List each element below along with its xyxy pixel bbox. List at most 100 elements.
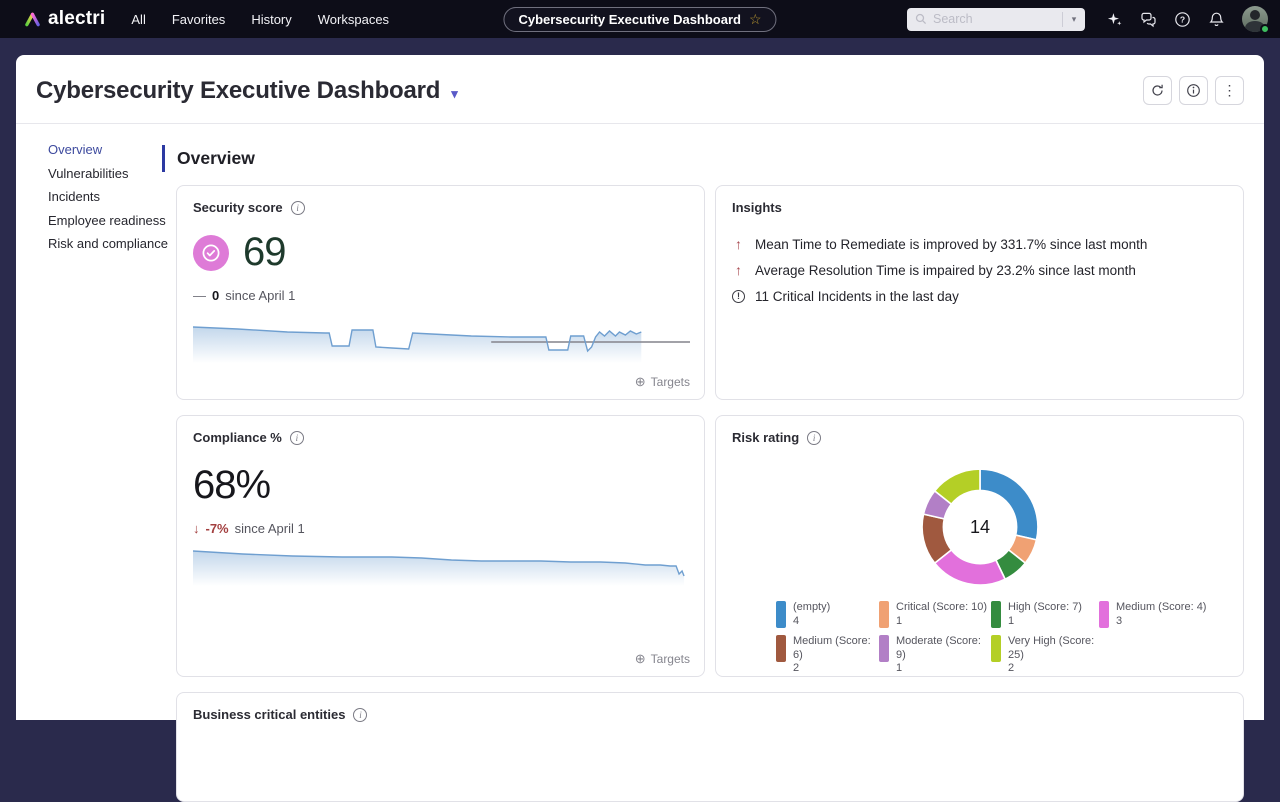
info-icon[interactable]: i [353,707,368,722]
targets-link[interactable]: ⊕ Targets [635,651,690,667]
search-icon [915,13,927,25]
header-divider [16,123,1264,124]
compliance-card: Compliance % i 68% ↓ -7% since April 1 ⊕… [176,415,705,677]
legend-count: 3 [1116,614,1123,627]
online-status-dot [1260,24,1270,34]
card-title: Compliance % [193,430,282,445]
sidebar-item-overview[interactable]: Overview [48,142,103,157]
title-dropdown-caret-icon[interactable]: ▾ [451,85,458,101]
business-critical-entities-card: Business critical entities i [176,692,1244,802]
sidebar-item-incidents[interactable]: Incidents [48,189,101,204]
sidebar-item-vulnerabilities[interactable]: Vulnerabilities [48,165,129,181]
arrow-down-icon: ↓ [193,521,200,536]
user-avatar[interactable] [1242,6,1270,34]
delta-suffix: since April 1 [225,288,296,303]
compliance-sparkline[interactable] [193,544,690,586]
info-button[interactable] [1179,76,1208,105]
legend-count: 4 [793,614,800,627]
card-title: Business critical entities [193,707,346,722]
score-status-badge [193,234,229,271]
app-logo[interactable]: alectri [24,8,105,30]
insight-text: Mean Time to Remediate is improved by 33… [755,236,1148,252]
dashboard-switcher-pill[interactable]: Cybersecurity Executive Dashboard ☆ [503,6,777,32]
card-title: Security score [193,200,283,215]
sidebar-item-employee-readiness[interactable]: Employee readiness [48,212,166,228]
alectri-logo-icon [25,12,40,26]
delta-suffix: since April 1 [234,521,305,536]
insight-item[interactable]: ↑ Mean Time to Remediate is improved by … [732,231,1227,257]
legend-item[interactable]: (empty) 4 [776,601,879,628]
chevron-down-icon: ▾ [1071,13,1077,24]
legend-item[interactable]: High (Score: 7) 1 [991,601,1099,628]
donut-chart[interactable] [919,466,1041,588]
svg-text:?: ? [1180,14,1185,24]
search-input[interactable]: Search ▾ [907,7,1085,31]
targets-link[interactable]: ⊕ Targets [635,374,690,390]
legend-item[interactable]: Medium (Score: 6) 2 [776,635,879,676]
legend-label: (empty) [793,601,831,613]
info-icon[interactable]: i [807,430,822,445]
info-icon[interactable]: i [290,200,305,215]
legend-item[interactable]: Critical (Score: 10) 1 [879,601,991,628]
check-circle-icon [202,244,220,261]
legend-count: 1 [896,662,903,674]
help-icon[interactable]: ? [1174,11,1191,28]
sidebar-item-risk-and-compliance[interactable]: Risk and compliance [48,236,168,251]
legend-swatch [1099,601,1109,628]
legend-swatch [776,601,786,628]
legend-swatch [879,635,889,662]
insight-item[interactable]: ↑ Average Resolution Time is impaired by… [732,257,1227,283]
nav-item-workspaces[interactable]: Workspaces [317,11,390,27]
info-icon[interactable]: i [289,430,304,445]
compliance-value: 68% [193,463,271,507]
nav-item-history[interactable]: History [251,11,292,27]
arrow-up-icon: ↑ [735,236,742,252]
section-sidebar: Overview Vulnerabilities Incidents Emplo… [48,143,170,261]
topbar-actions: Search ▾ ? [907,6,1270,34]
info-icon [1187,84,1200,97]
legend-item[interactable]: Moderate (Score: 9) 1 [879,635,991,676]
score-delta: — 0 since April 1 [193,288,688,303]
legend-swatch [991,635,1001,662]
security-score-sparkline[interactable] [193,317,690,363]
card-title: Risk rating [732,430,800,445]
legend-item[interactable]: Very High (Score: 25) 2 [991,635,1099,676]
kebab-icon: ⋮ [1222,82,1237,98]
top-navigation-bar: alectri All Favorites History Workspaces… [0,0,1280,38]
legend-count: 2 [1008,662,1015,674]
logo-text: alectri [48,8,106,29]
insight-item[interactable]: ! 11 Critical Incidents in the last day [732,283,1227,309]
top-nav-menu: All Favorites History Workspaces [131,12,389,27]
page-title-text: Cybersecurity Executive Dashboard [36,77,441,104]
more-options-button[interactable]: ⋮ [1215,76,1244,105]
notifications-bell-icon[interactable] [1208,11,1225,28]
nav-item-all[interactable]: All [131,11,146,27]
security-score-value: 69 [243,230,286,274]
risk-rating-donut[interactable]: 14 [919,466,1041,588]
legend-swatch [776,635,786,662]
compliance-delta: ↓ -7% since April 1 [193,521,688,536]
ai-assistant-icon[interactable] [1106,11,1123,28]
search-scope-dropdown[interactable]: ▾ [1063,14,1085,25]
legend-label: Critical (Score: 10) [896,601,988,613]
legend-label: Medium (Score: 4) [1116,601,1207,613]
legend-count: 1 [896,614,903,627]
targets-label: Targets [650,652,690,666]
feedback-chat-icon[interactable] [1140,11,1157,28]
section-heading: Overview [162,145,255,172]
refresh-button[interactable] [1143,76,1172,105]
legend-count: 2 [793,662,800,674]
donut-legend: (empty) 4 Critical (Score: 10) 1 High (Sco… [776,601,1249,676]
dashboard-panel: Cybersecurity Executive Dashboard ▾ ⋮ Ov… [16,55,1264,802]
favorite-star-icon[interactable]: ☆ [748,11,762,27]
legend-label: Very High (Score: 25) [1008,635,1095,661]
card-title: Insights [732,200,782,215]
risk-rating-card: Risk rating i 14 (empty) 4 Critical (Scor… [715,415,1244,677]
legend-count: 1 [1008,614,1015,627]
nav-item-favorites[interactable]: Favorites [171,11,226,27]
arrow-up-icon: ↑ [735,262,742,278]
legend-swatch [991,601,1001,628]
insights-card: Insights ↑ Mean Time to Remediate is imp… [715,185,1244,400]
legend-item[interactable]: Medium (Score: 4) 3 [1099,601,1249,628]
legend-label: High (Score: 7) [1008,601,1082,613]
